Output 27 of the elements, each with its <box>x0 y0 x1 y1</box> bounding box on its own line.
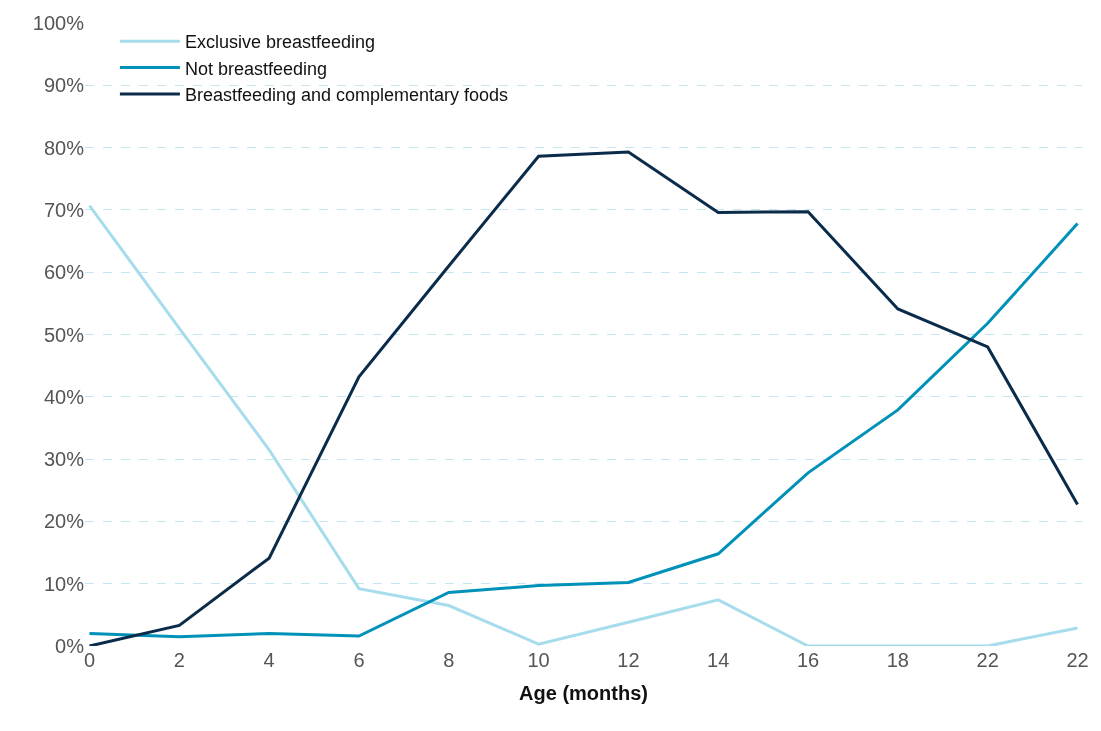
y-tick-label: 30% <box>43 448 85 471</box>
legend-label: Breastfeeding and complementary foods <box>184 85 509 106</box>
y-tick-label: 40% <box>43 385 85 408</box>
y-tick-label: 50% <box>43 323 85 346</box>
x-tick-label: 6 <box>353 649 365 671</box>
y-tick-label: 80% <box>43 136 85 159</box>
y-tick-label: 70% <box>43 198 85 221</box>
x-tick-label: 2 <box>173 649 185 671</box>
y-tick-label: 0% <box>55 635 85 657</box>
y-tick-label: 90% <box>43 74 85 97</box>
x-tick-label: 16 <box>796 649 820 671</box>
x-tick-label: 14 <box>707 649 730 671</box>
y-tick-label: 20% <box>43 510 85 533</box>
y-tick-label: 100% <box>32 12 85 34</box>
x-tick-label: 18 <box>886 649 909 671</box>
x-tick-label: 8 <box>443 649 455 671</box>
x-tick-label: 22 <box>1066 649 1089 671</box>
legend-label: Not breastfeeding <box>184 58 327 79</box>
x-axis-title: Age (months) <box>519 681 648 704</box>
x-tick-label: 10 <box>527 649 550 671</box>
x-tick-label: 12 <box>617 649 640 671</box>
x-tick-label: 0 <box>83 649 96 671</box>
x-tick-label: 22 <box>976 649 999 671</box>
x-tick-label: 4 <box>263 649 275 671</box>
legend-label: Exclusive breastfeeding <box>184 32 376 53</box>
y-tick-label: 60% <box>43 261 85 284</box>
y-tick-label: 10% <box>43 572 85 595</box>
